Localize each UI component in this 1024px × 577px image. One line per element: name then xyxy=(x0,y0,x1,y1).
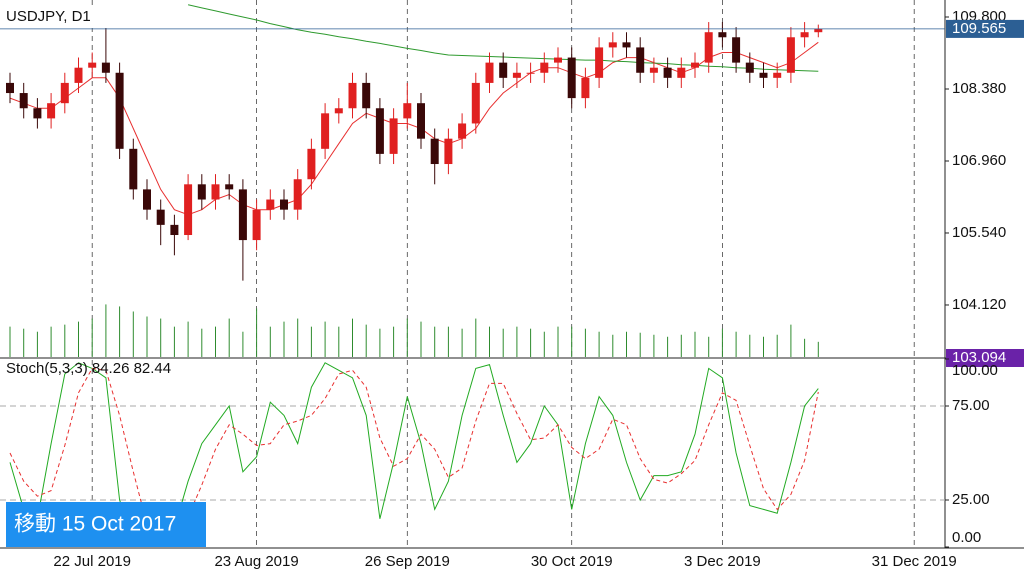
candle-body xyxy=(60,82,69,104)
x-tick-label: 30 Oct 2019 xyxy=(531,553,613,570)
bottom-price-label: 103.094 xyxy=(952,349,1006,366)
candle-body xyxy=(33,108,42,119)
candle-body xyxy=(307,148,316,180)
x-tick-label: 31 Dec 2019 xyxy=(872,553,957,570)
y-tick-label: 104.120 xyxy=(952,296,1006,313)
candle-body xyxy=(19,93,28,109)
candle-body xyxy=(129,148,138,190)
candle-body xyxy=(321,113,330,149)
candle-body xyxy=(197,184,206,200)
candle-body xyxy=(663,67,672,78)
overlay-box xyxy=(6,502,206,547)
x-tick-label: 26 Sep 2019 xyxy=(365,553,450,570)
candle-body xyxy=(471,82,480,124)
stoch-y-tick-label: 75.00 xyxy=(952,397,990,414)
candle-body xyxy=(266,199,275,210)
candle-body xyxy=(745,62,754,73)
candle-body xyxy=(280,199,288,210)
candle-body xyxy=(184,184,193,236)
stoch-y-tick-label: 100.00 xyxy=(952,362,998,379)
current-price-label: 109.565 xyxy=(952,20,1006,37)
candle-body xyxy=(567,57,576,99)
bottom-price-box xyxy=(946,349,1024,367)
candle-body xyxy=(6,82,14,94)
candle-body xyxy=(499,62,508,78)
candle-body xyxy=(430,138,439,165)
candle-body xyxy=(252,209,261,241)
candle-body xyxy=(595,47,604,78)
candle-body xyxy=(348,82,357,109)
candle-body xyxy=(649,67,658,73)
candle-body xyxy=(403,103,412,119)
candle-body xyxy=(375,108,384,154)
stoch-y-tick-label: 0.00 xyxy=(952,529,981,546)
candle-body xyxy=(211,184,220,200)
candle-body xyxy=(170,224,179,236)
chart-title: USDJPY, D1 xyxy=(6,8,91,25)
candle-body xyxy=(417,103,425,139)
candle-body xyxy=(636,47,645,73)
y-tick-label: 106.960 xyxy=(952,152,1006,169)
candle-body xyxy=(88,62,97,68)
candle-body xyxy=(540,62,549,73)
stoch-label: Stoch(5,3,3) 84.26 82.44 xyxy=(6,360,171,377)
candle-body xyxy=(512,72,521,78)
candle-body xyxy=(691,62,699,68)
candle-body xyxy=(718,32,727,38)
candle-body xyxy=(622,42,631,48)
candle-body xyxy=(115,72,124,149)
candle-body xyxy=(444,138,453,165)
candle-body xyxy=(143,189,151,210)
candle-body xyxy=(74,67,83,83)
candle-body xyxy=(608,42,617,48)
candle-body xyxy=(677,67,686,78)
y-tick-label: 105.540 xyxy=(952,224,1006,241)
candle-body xyxy=(458,123,467,139)
candle-body xyxy=(334,108,343,114)
current-price-box xyxy=(946,19,1024,38)
candle-body xyxy=(786,37,795,73)
candle-body xyxy=(554,57,562,63)
candle-body xyxy=(362,82,371,109)
candle-body xyxy=(238,189,247,241)
candle-body xyxy=(293,179,302,210)
stoch-y-tick-label: 25.00 xyxy=(952,491,990,508)
candle-body xyxy=(814,28,823,33)
candle-body xyxy=(225,184,234,190)
x-tick-label: 23 Aug 2019 xyxy=(214,553,298,570)
candle-body xyxy=(732,37,741,63)
candle-body xyxy=(389,118,398,154)
candle-body xyxy=(47,103,56,119)
x-tick-label: 22 Jul 2019 xyxy=(53,553,131,570)
candle-body xyxy=(101,62,110,73)
y-tick-label: 108.380 xyxy=(952,80,1006,97)
candle-body xyxy=(800,32,809,38)
x-tick-label: 3 Dec 2019 xyxy=(684,553,761,570)
title-bg xyxy=(2,6,112,28)
candle-body xyxy=(581,77,590,99)
candle-body xyxy=(759,72,768,78)
candle-body xyxy=(526,72,535,74)
candle-body xyxy=(156,209,165,225)
candle-body xyxy=(773,72,782,78)
candle-body xyxy=(704,32,713,63)
overlay-label: 移動 15 Oct 2017 xyxy=(14,513,176,536)
candle-body xyxy=(485,62,494,83)
